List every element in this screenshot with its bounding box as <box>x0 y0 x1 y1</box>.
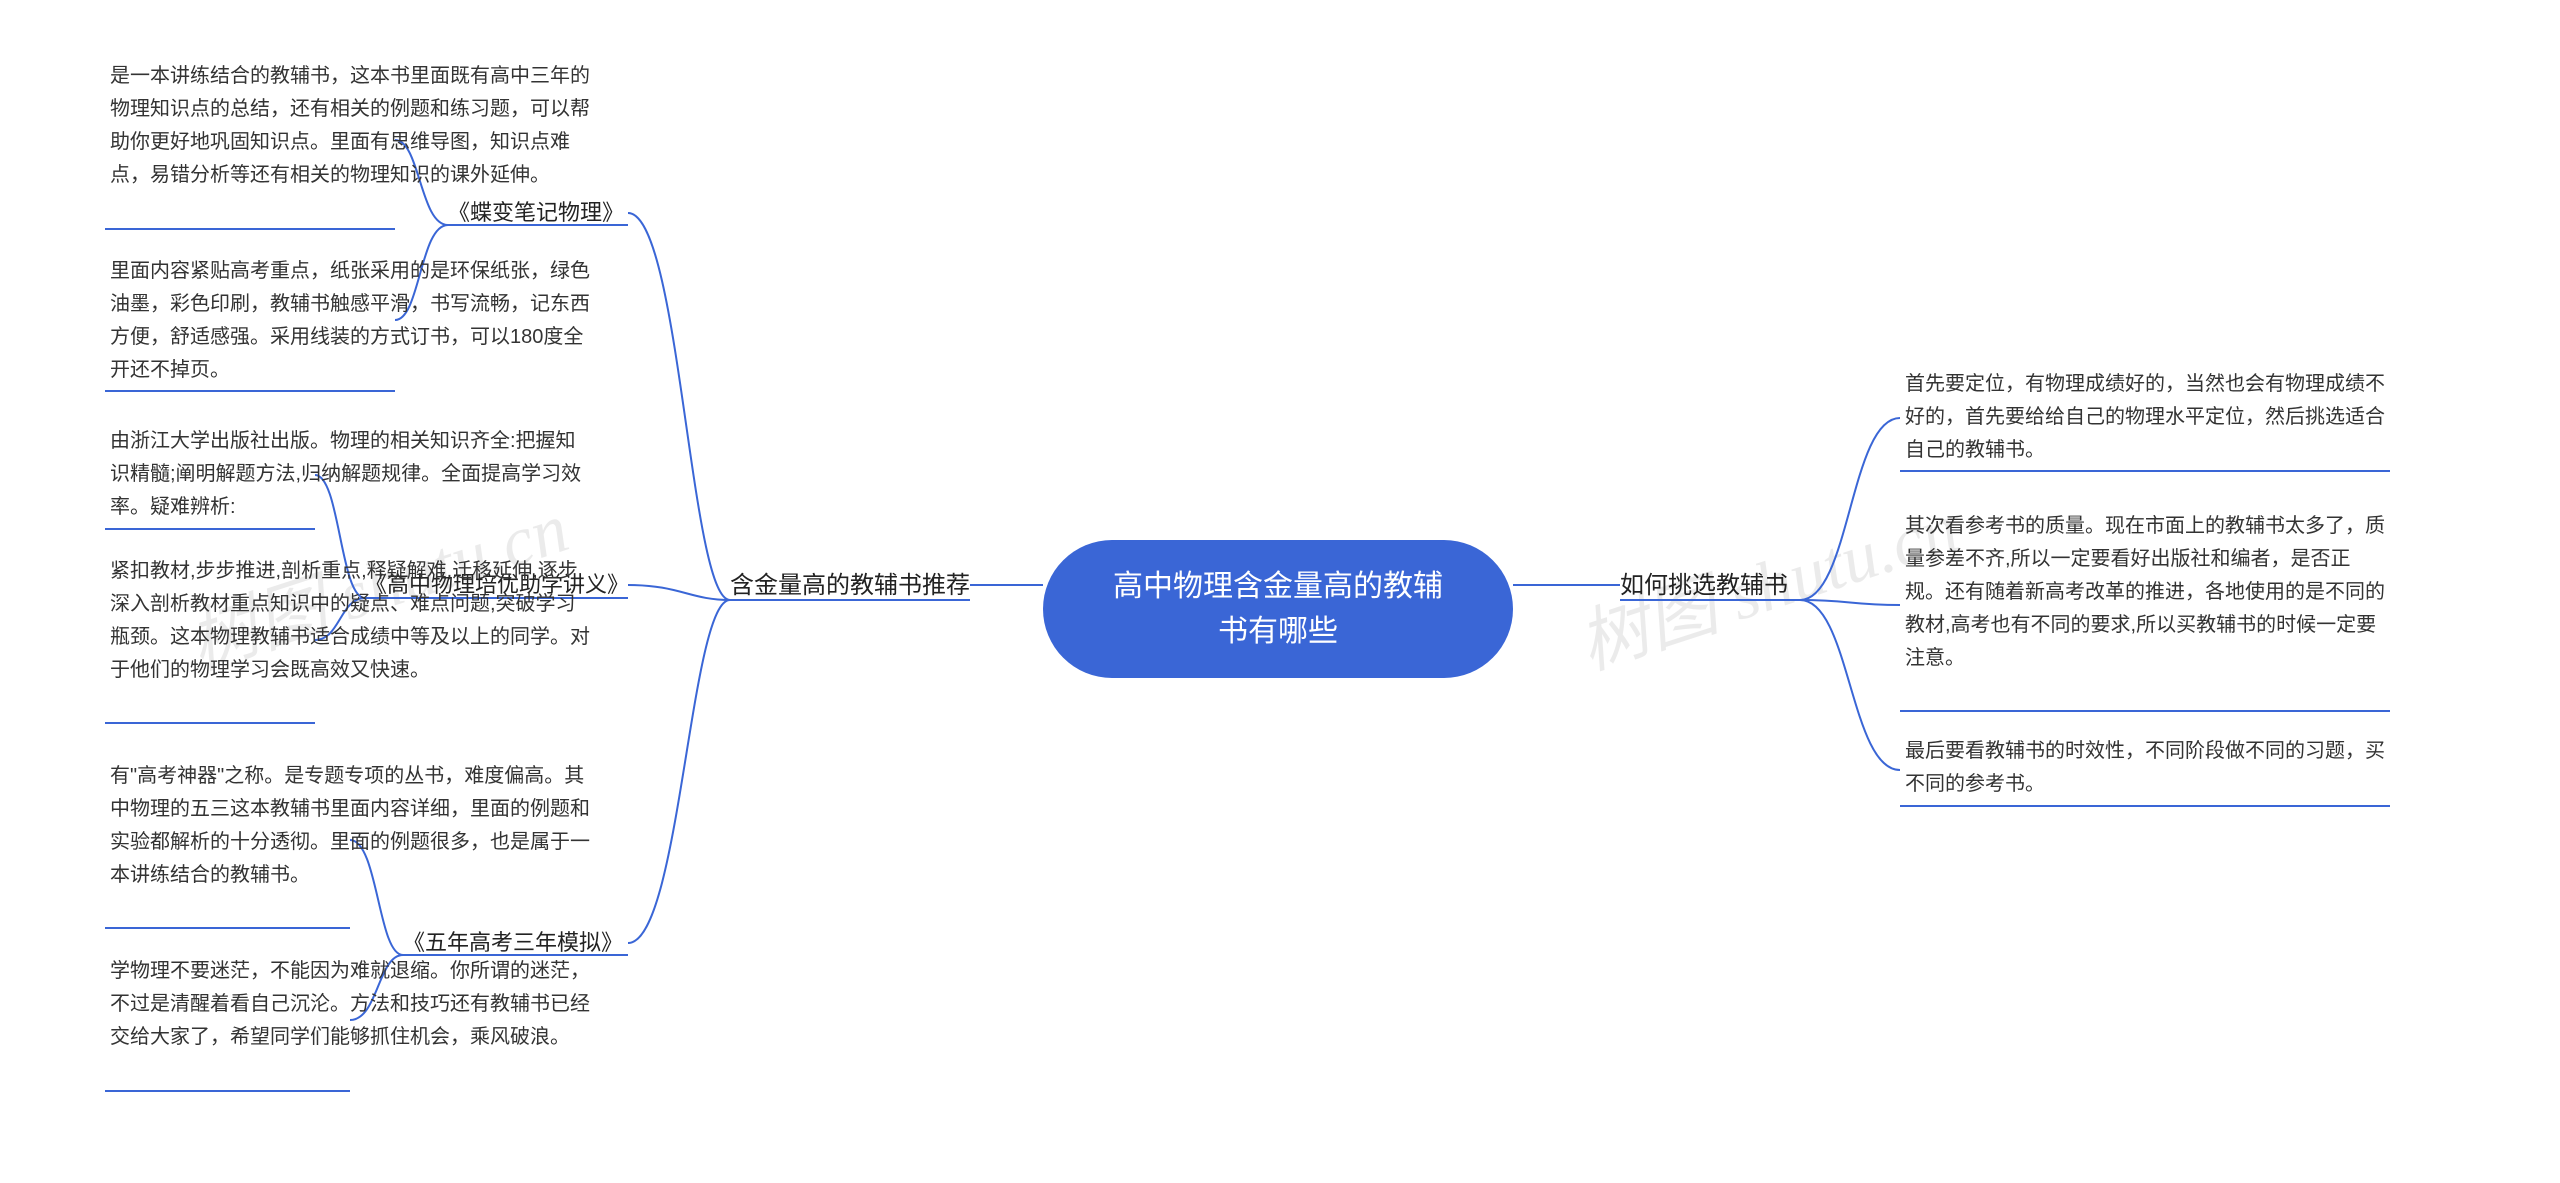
right-branch-label: 如何挑选教辅书 <box>1620 565 1788 600</box>
root-title-line1: 高中物理含金量高的教辅 <box>1113 570 1443 603</box>
book-3-title: 《五年高考三年模拟》 <box>403 925 623 957</box>
right-leaf-1: 首先要定位，有物理成绩好的，当然也会有物理成绩不好的，首先要给给自己的物理水平定… <box>1905 368 2385 467</box>
book-3-leaf-2: 学物理不要迷茫，不能因为难就退缩。你所谓的迷茫，不过是清醒着看自己沉沦。方法和技… <box>110 955 590 1054</box>
left-branch-label: 含金量高的教辅书推荐 <box>730 565 970 600</box>
book-2-leaf-2: 紧扣教材,步步推进,剖析重点,释疑解难,迁移延伸,逐步深入剖析教材重点知识中的疑… <box>110 555 590 687</box>
book-2-leaf-1: 由浙江大学出版社出版。物理的相关知识齐全:把握知识精髓;阐明解题方法,归纳解题规… <box>110 425 590 524</box>
book-3-leaf-1: 有"高考神器"之称。是专题专项的丛书，难度偏高。其中物理的五三这本教辅书里面内容… <box>110 760 590 892</box>
mindmap-canvas: 树图 shutu.cn 树图 shutu.cn <box>0 0 2560 1183</box>
book-1-leaf-1: 是一本讲练结合的教辅书，这本书里面既有高中三年的物理知识点的总结，还有相关的例题… <box>110 60 590 192</box>
right-leaf-2: 其次看参考书的质量。现在市面上的教辅书太多了，质量参差不齐,所以一定要看好出版社… <box>1905 510 2385 675</box>
right-leaf-3: 最后要看教辅书的时效性，不同阶段做不同的习题，买不同的参考书。 <box>1905 735 2385 801</box>
root-title-line2: 书有哪些 <box>1218 615 1338 648</box>
book-1-leaf-2: 里面内容紧贴高考重点，纸张采用的是环保纸张，绿色油墨，彩色印刷，教辅书触感平滑，… <box>110 255 590 387</box>
book-1-title: 《蝶变笔记物理》 <box>448 195 624 227</box>
root-node: 高中物理含金量高的教辅 书有哪些 <box>1043 540 1513 678</box>
